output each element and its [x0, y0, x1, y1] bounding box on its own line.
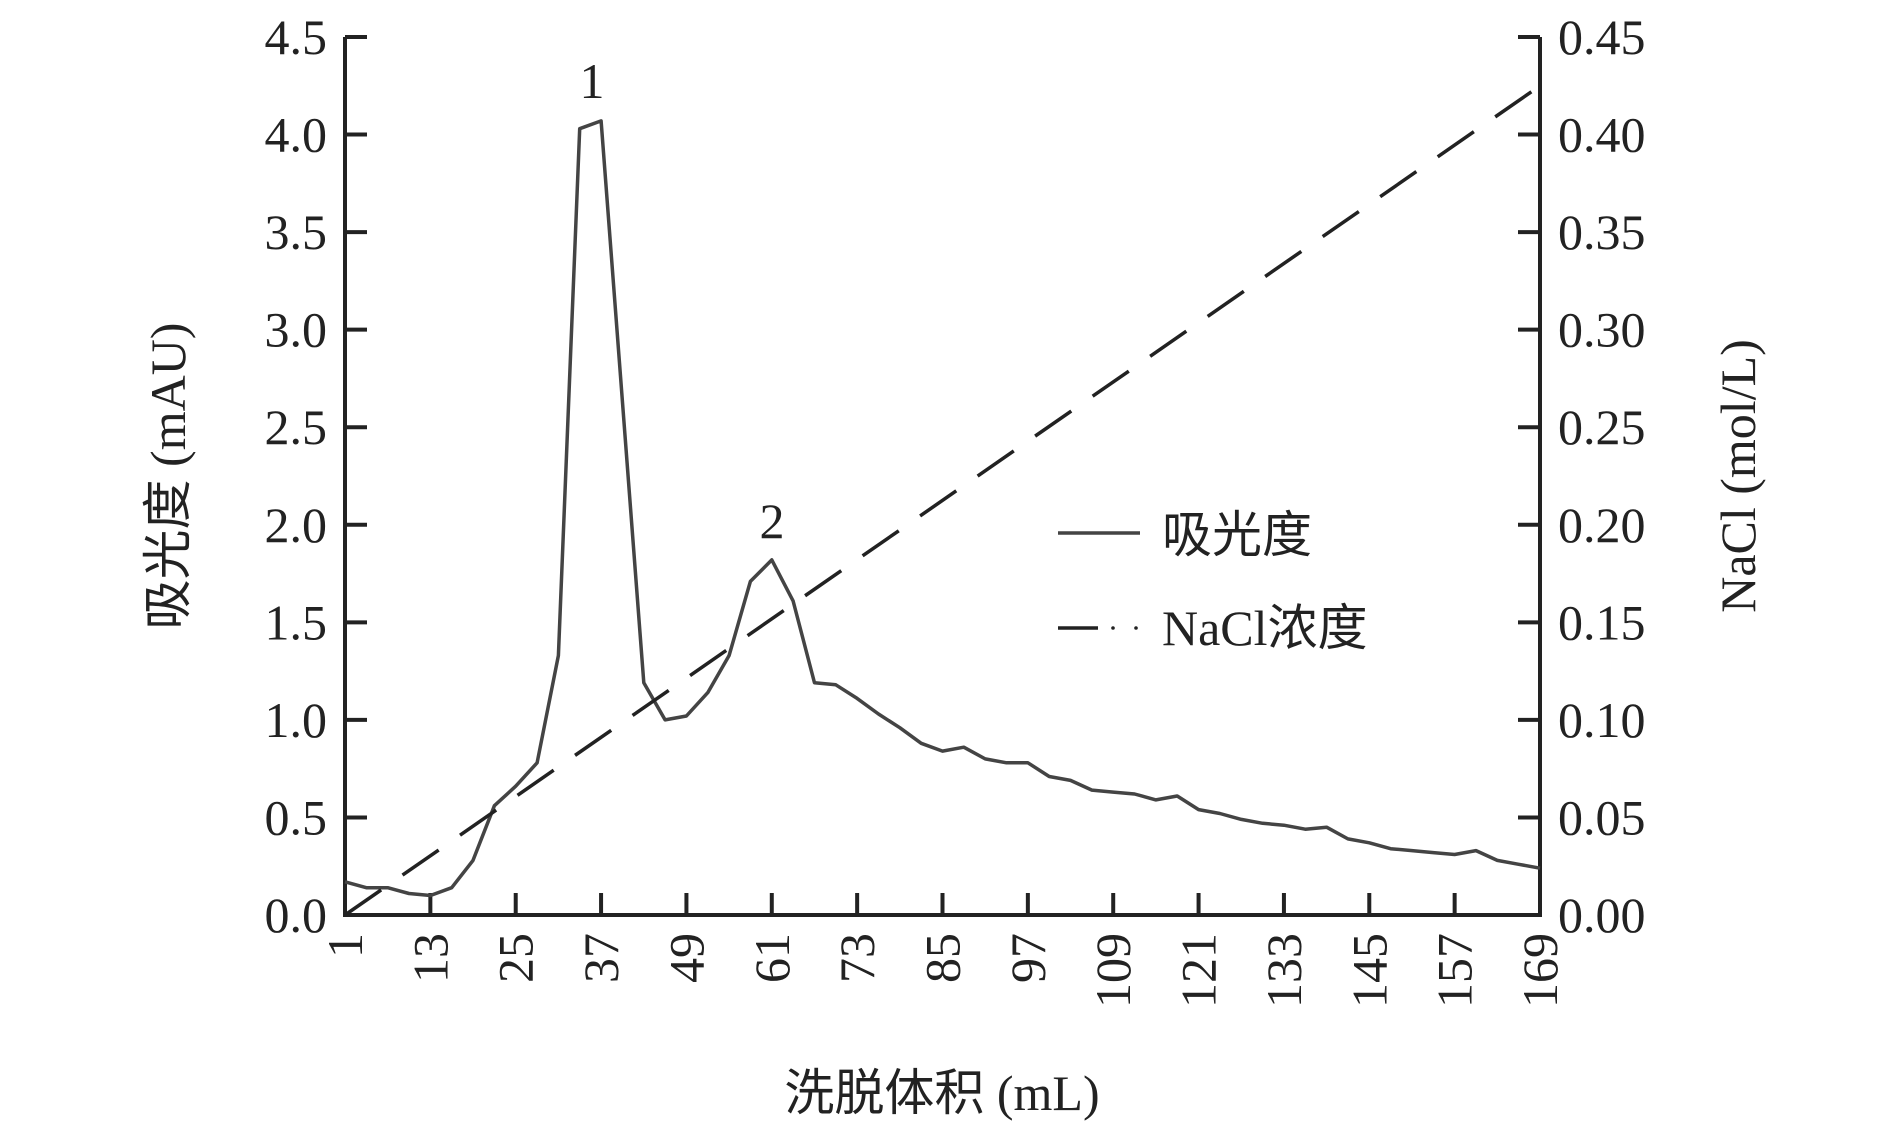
x-tick-label: 109: [1085, 933, 1141, 1008]
y2-tick-label: 0.10: [1558, 692, 1646, 748]
y2-tick-label: 0.45: [1558, 9, 1646, 65]
y2-tick-label: 0.25: [1558, 399, 1646, 455]
legend: 吸光度 NaCl浓度: [1058, 507, 1368, 656]
y2-tick-label: 0.40: [1558, 107, 1646, 163]
y-tick-label: 2.0: [265, 497, 328, 553]
y-tick-label: 4.5: [265, 9, 328, 65]
y2-axis-label: NaCl (mol/L): [1710, 339, 1766, 613]
x-tick-label: 133: [1256, 933, 1312, 1008]
x-tick-label: 169: [1512, 933, 1568, 1008]
series-line-nacl: [344, 84, 1541, 917]
y-tick-label: 2.5: [265, 399, 328, 455]
y-tick-label: 0.0: [265, 887, 328, 943]
y-tick-label: 0.5: [265, 789, 328, 845]
y-tick-label: 3.0: [265, 302, 328, 358]
legend-label-nacl: NaCl浓度: [1162, 600, 1368, 656]
x-tick-label: 145: [1341, 933, 1397, 1008]
x-tick-label: 13: [402, 933, 458, 983]
legend-swatch-nacl-dot: [1134, 626, 1138, 630]
y-tick-label: 4.0: [265, 107, 328, 163]
x-axis-label: 洗脱体积 (mL): [784, 1065, 1099, 1121]
x-tick-label: 37: [573, 933, 629, 983]
peak-label-1: 1: [580, 53, 605, 109]
x-tick-label: 97: [1000, 933, 1056, 983]
y2-tick-label: 0.20: [1558, 497, 1646, 553]
y-axis-label: 吸光度 (mAU): [140, 323, 196, 630]
y-tick-label: 1.0: [265, 692, 328, 748]
x-tick-label: 121: [1171, 933, 1227, 1008]
x-tick-label: 25: [488, 933, 544, 983]
y2-tick-label: 0.00: [1558, 887, 1646, 943]
x-tick-label: 49: [658, 933, 714, 983]
legend-swatch-nacl-dot: [1111, 626, 1115, 630]
y-tick-label: 1.5: [265, 594, 328, 650]
y2-tick-label: 0.15: [1558, 594, 1646, 650]
x-tick-label: 85: [915, 933, 971, 983]
y2-tick-label: 0.05: [1558, 789, 1646, 845]
series: [344, 84, 1541, 917]
axes: [343, 37, 1542, 917]
y2-tick-label: 0.30: [1558, 302, 1646, 358]
x-tick-label: 61: [744, 933, 800, 983]
legend-label-absorbance: 吸光度: [1162, 507, 1312, 563]
x-tick-label: 73: [829, 933, 885, 983]
y2-tick-label: 0.35: [1558, 204, 1646, 260]
y-tick-label: 3.5: [265, 204, 328, 260]
x-tick-label: 157: [1427, 933, 1483, 1008]
x-tick-label: 1: [317, 933, 373, 958]
peak-label-2: 2: [760, 493, 785, 549]
ticks: 0.0 0.5 1.0 1.5 2.0 2.5 3.0 3.5 4.0 4.5 0.00 0.05 0.…: [265, 9, 1646, 1008]
series-line-absorbance: [344, 119, 1541, 898]
